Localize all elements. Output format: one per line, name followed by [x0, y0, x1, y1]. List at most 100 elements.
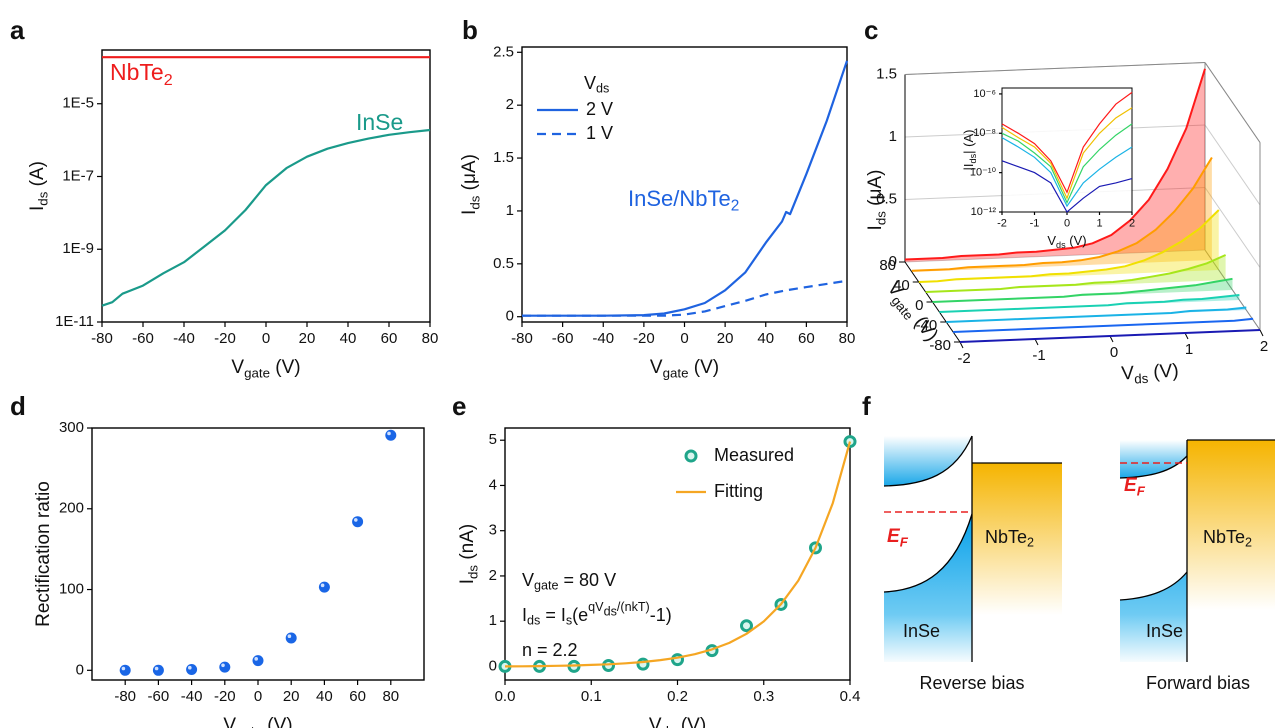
curve-fill	[918, 210, 1219, 282]
x-tick-label: 20	[283, 688, 300, 705]
text-segment: F	[900, 534, 909, 549]
y-tick-label: 2	[506, 96, 514, 113]
x-tick-label: 0	[254, 688, 262, 705]
y-tick-label: 1E-9	[62, 240, 94, 257]
text-segment: NbTe	[985, 527, 1027, 547]
x-tick-label: 80	[382, 688, 399, 705]
data-point	[152, 664, 164, 676]
x-tick-label: 1	[1096, 218, 1102, 230]
x-tick-label: 0	[262, 330, 270, 347]
text-segment: |I	[961, 163, 976, 170]
highlight	[154, 666, 159, 671]
y-tick-label: 10⁻¹²	[971, 206, 997, 218]
valence-band	[1120, 572, 1187, 662]
legend-label: 1 V	[586, 123, 613, 143]
y-tick-label: 1E-7	[62, 167, 94, 184]
text-segment: I	[27, 206, 48, 211]
x-tick-label: -80	[114, 688, 136, 705]
x-tick-label: 40	[316, 688, 333, 705]
x-tick-label: 80	[422, 330, 439, 347]
y-tick-label: 100	[59, 581, 84, 598]
data-point	[352, 516, 364, 528]
series-line	[1001, 91, 1133, 194]
text-segment: (A)	[27, 161, 48, 192]
panel-letter: d	[10, 391, 26, 421]
curve-fill	[905, 68, 1205, 262]
x-axis-label: Vgate (V)	[650, 357, 719, 380]
series-label: InSe	[356, 109, 403, 135]
y-tick-label: 0.5	[876, 190, 897, 207]
text-segment: E	[887, 526, 901, 547]
text-segment: (V)	[262, 715, 293, 728]
text-segment: V	[650, 357, 663, 378]
text-segment: gate	[534, 579, 559, 593]
series-line	[1001, 107, 1133, 200]
data-point	[219, 661, 231, 673]
y-tick-label: 5	[489, 431, 497, 448]
series-line	[904, 68, 1206, 261]
x-tick-label: 0.4	[840, 688, 861, 705]
x-tick-label: 2	[1260, 338, 1268, 355]
x-tick	[959, 341, 964, 349]
text-segment: (nA)	[457, 524, 478, 565]
legend-label: Measured	[714, 445, 794, 465]
text-segment: I	[865, 225, 886, 230]
y-axis-label: Rectification ratio	[33, 481, 54, 627]
caption: Forward bias	[1146, 673, 1250, 693]
series-line	[953, 317, 1254, 333]
text-segment: F	[1137, 483, 1146, 498]
y-tick-label: 2.5	[493, 43, 514, 60]
text-segment: V	[231, 357, 244, 378]
x-axis-label: Vgate (V)	[223, 715, 292, 728]
x-tick	[1184, 332, 1189, 340]
text-segment: = I	[540, 605, 566, 625]
z-tick-label: -40	[916, 317, 938, 334]
fermi-label: EF	[887, 526, 909, 549]
highlight	[121, 666, 126, 671]
y-tick-label: 0.5	[493, 255, 514, 272]
series-line	[911, 156, 1213, 272]
y-tick-label: 10⁻⁶	[973, 88, 996, 100]
text-segment: | (A)	[961, 130, 976, 154]
grid-line	[1204, 124, 1261, 206]
series-line	[946, 306, 1247, 323]
legend-label: Fitting	[714, 481, 763, 501]
text-segment: 2	[1027, 536, 1034, 550]
highlight	[287, 634, 292, 638]
x-tick-label: 80	[839, 330, 856, 347]
y-tick-label: 300	[59, 419, 84, 436]
z-tick-label: 80	[879, 257, 896, 274]
data-point	[318, 581, 330, 593]
text-segment: ds	[662, 723, 676, 728]
text-segment: I	[522, 605, 527, 625]
legend-title: Vds	[584, 73, 609, 96]
valence-band	[884, 514, 972, 662]
text-segment: InSe/NbTe	[628, 186, 731, 211]
y-axis-label: Ids (A)	[27, 161, 50, 211]
text-segment: V	[223, 715, 236, 728]
x-tick-label: -40	[181, 688, 203, 705]
y-tick-label: 0	[76, 661, 84, 678]
series-line	[939, 294, 1240, 313]
y-tick-label: 1E-11	[55, 313, 94, 330]
x-tick-label: -60	[132, 330, 154, 347]
text-segment: gate	[244, 365, 270, 380]
semiconductor-label: InSe	[903, 621, 940, 641]
x-tick-label: -2	[997, 218, 1007, 230]
x-tick	[1109, 335, 1114, 343]
annotation: Ids = Is(eqVds/(nkT)-1)	[522, 600, 672, 628]
panel-letter: f	[862, 391, 871, 421]
text-segment: V	[1121, 363, 1135, 385]
x-axis-label: Vds (V)	[649, 715, 706, 728]
y-tick-label: 4	[489, 476, 497, 493]
x-tick-label: 0	[1110, 344, 1118, 361]
x-tick-label: 60	[349, 688, 366, 705]
data-point	[252, 655, 264, 667]
x-tick-label: -40	[173, 330, 195, 347]
text-segment: (V)	[270, 357, 301, 378]
y-tick-label: 1.5	[876, 65, 897, 82]
highlight	[221, 663, 225, 668]
series-line	[522, 279, 848, 317]
curve-fill	[932, 278, 1233, 302]
x-tick-label: 0.0	[495, 688, 516, 705]
